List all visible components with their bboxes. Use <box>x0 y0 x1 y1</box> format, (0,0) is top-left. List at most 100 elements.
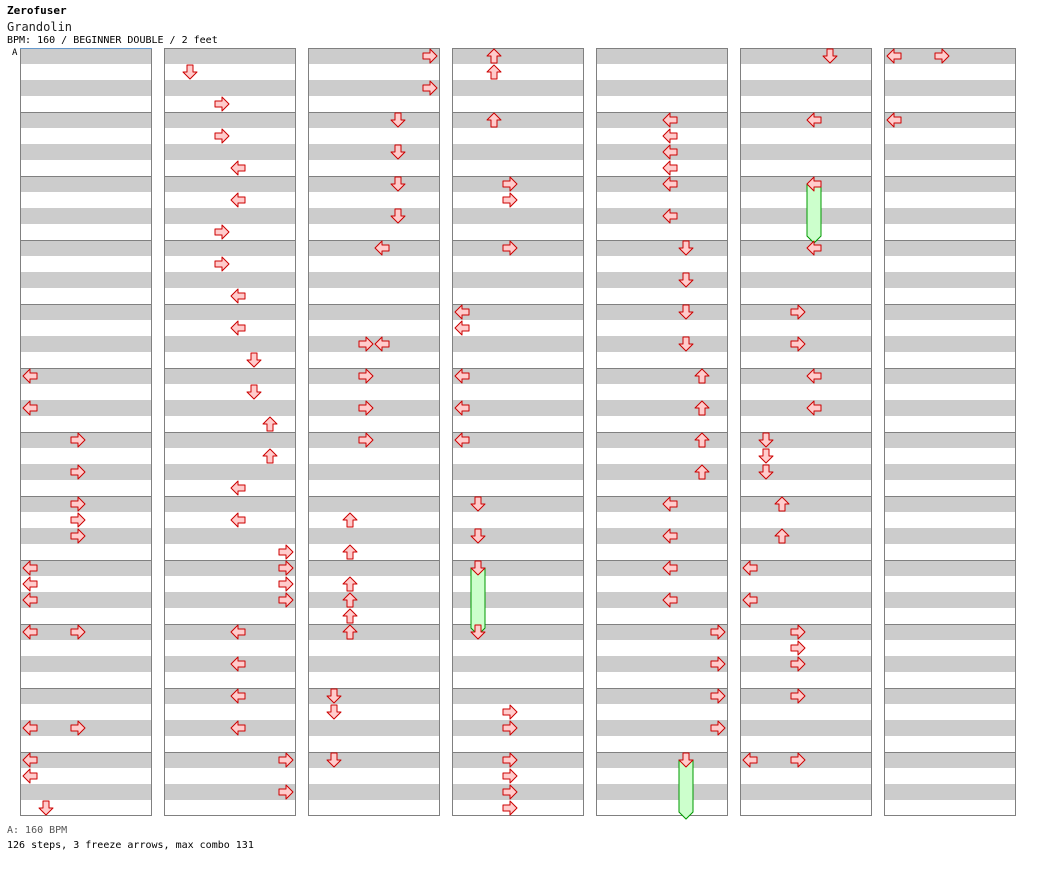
left-arrow-icon <box>230 288 246 304</box>
right-arrow-icon <box>70 432 86 448</box>
beat-stripe <box>596 48 728 64</box>
left-arrow-icon <box>662 160 678 176</box>
down-arrow-icon <box>470 624 486 640</box>
beat-stripe <box>164 528 296 544</box>
right-arrow-icon <box>502 192 518 208</box>
beat-stripe <box>884 720 1016 736</box>
up-arrow-icon <box>774 528 790 544</box>
left-arrow-icon <box>22 560 38 576</box>
down-arrow-icon <box>246 352 262 368</box>
beat-stripe <box>308 784 440 800</box>
right-arrow-icon <box>422 48 438 64</box>
down-arrow-icon <box>326 688 342 704</box>
beat-stripe <box>164 368 296 384</box>
beat-stripe <box>308 432 440 448</box>
song-artist: Grandolin <box>7 20 73 34</box>
beat-stripe <box>308 80 440 96</box>
beat-stripe <box>20 624 152 640</box>
beat-stripe <box>884 336 1016 352</box>
beat-stripe <box>884 48 1016 64</box>
beat-stripe <box>164 560 296 576</box>
beat-stripe <box>308 272 440 288</box>
beat-stripe <box>884 368 1016 384</box>
beat-stripe <box>740 144 872 160</box>
beat-stripe <box>596 624 728 640</box>
right-arrow-icon <box>710 720 726 736</box>
beat-stripe <box>452 240 584 256</box>
beat-stripe <box>596 272 728 288</box>
left-arrow-icon <box>230 160 246 176</box>
beat-stripe <box>452 176 584 192</box>
right-arrow-icon <box>502 768 518 784</box>
down-arrow-icon <box>38 800 54 816</box>
down-arrow-icon <box>822 48 838 64</box>
beat-stripe <box>308 496 440 512</box>
left-arrow-icon <box>374 336 390 352</box>
beat-stripe <box>740 688 872 704</box>
left-arrow-icon <box>230 320 246 336</box>
beat-stripe <box>596 560 728 576</box>
left-arrow-icon <box>22 720 38 736</box>
beat-stripe <box>20 688 152 704</box>
beat-stripe <box>884 144 1016 160</box>
beat-stripe <box>164 400 296 416</box>
beat-stripe <box>740 592 872 608</box>
beat-stripe <box>452 528 584 544</box>
beat-stripe <box>596 336 728 352</box>
left-arrow-icon <box>806 400 822 416</box>
right-arrow-icon <box>358 400 374 416</box>
right-arrow-icon <box>710 624 726 640</box>
beat-stripe <box>596 176 728 192</box>
beat-stripe <box>164 176 296 192</box>
beat-stripe <box>740 400 872 416</box>
beat-stripe <box>740 304 872 320</box>
beat-stripe <box>164 48 296 64</box>
beat-stripe <box>452 752 584 768</box>
left-arrow-icon <box>662 128 678 144</box>
beat-stripe <box>884 272 1016 288</box>
right-arrow-icon <box>502 784 518 800</box>
down-arrow-icon <box>390 112 406 128</box>
left-arrow-icon <box>22 752 38 768</box>
beat-stripe <box>452 464 584 480</box>
beat-stripe <box>452 48 584 64</box>
beat-stripe <box>20 400 152 416</box>
down-arrow-icon <box>390 208 406 224</box>
beat-stripe <box>596 368 728 384</box>
beat-stripe <box>164 304 296 320</box>
beat-stripe <box>452 208 584 224</box>
right-arrow-icon <box>790 640 806 656</box>
down-arrow-icon <box>758 464 774 480</box>
left-arrow-icon <box>662 144 678 160</box>
right-arrow-icon <box>502 752 518 768</box>
beat-stripe <box>452 432 584 448</box>
beat-stripe <box>308 208 440 224</box>
right-arrow-icon <box>358 368 374 384</box>
down-arrow-icon <box>470 560 486 576</box>
beat-stripe <box>740 496 872 512</box>
down-arrow-icon <box>470 528 486 544</box>
column-border <box>740 48 872 816</box>
up-arrow-icon <box>342 608 358 624</box>
beat-stripe <box>740 112 872 128</box>
left-arrow-icon <box>662 560 678 576</box>
left-arrow-icon <box>454 368 470 384</box>
beat-stripe <box>740 752 872 768</box>
left-arrow-icon <box>806 240 822 256</box>
beat-stripe <box>740 432 872 448</box>
up-arrow-icon <box>486 64 502 80</box>
left-arrow-icon <box>662 208 678 224</box>
up-arrow-icon <box>342 544 358 560</box>
left-arrow-icon <box>662 528 678 544</box>
column-border <box>308 48 440 816</box>
beat-stripe <box>164 272 296 288</box>
left-arrow-icon <box>230 656 246 672</box>
beat-stripe <box>308 368 440 384</box>
left-arrow-icon <box>454 320 470 336</box>
left-arrow-icon <box>22 624 38 640</box>
beat-stripe <box>452 336 584 352</box>
left-arrow-icon <box>662 592 678 608</box>
left-arrow-icon <box>22 592 38 608</box>
beat-stripe <box>452 784 584 800</box>
up-arrow-icon <box>486 112 502 128</box>
